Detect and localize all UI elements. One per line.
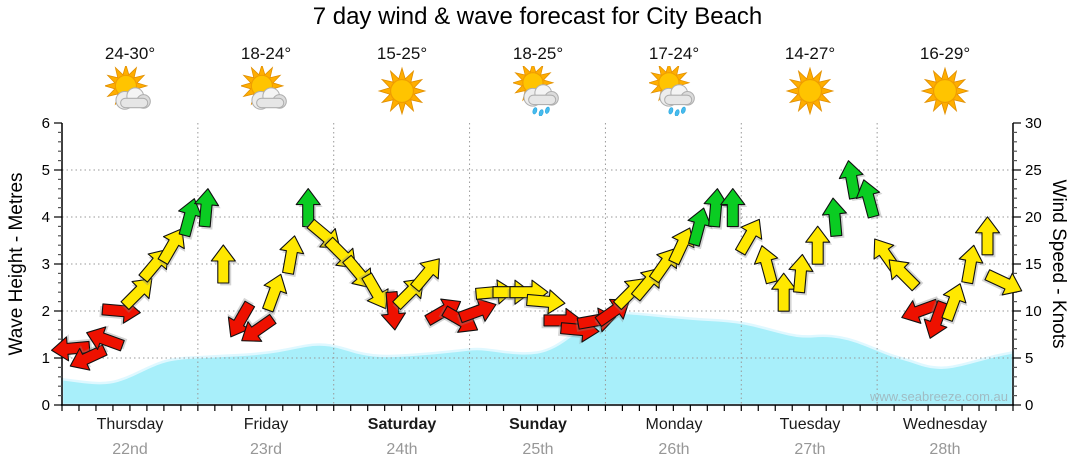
wind-arrow: [194, 188, 221, 230]
day-column-friday: 18-24°: [196, 44, 336, 121]
svg-text:1: 1: [42, 350, 50, 367]
svg-text:5: 5: [42, 162, 50, 179]
wave-height-area: [60, 311, 1015, 407]
svg-text:0: 0: [1025, 397, 1033, 414]
day-label: Saturday: [367, 416, 437, 433]
wind-arrow: [456, 298, 497, 326]
wind-arrow: [805, 225, 833, 267]
wind-arrow: [753, 245, 781, 286]
temp-range: 17-24°: [648, 44, 700, 63]
svg-text:6: 6: [42, 115, 50, 132]
wind-arrow: [855, 179, 883, 220]
wind-arrow: [262, 273, 289, 316]
wind-arrow: [974, 216, 1002, 258]
wind-arrow: [51, 334, 93, 362]
wind-arrow: [241, 311, 277, 342]
svg-text:5: 5: [1025, 350, 1033, 367]
wind-arrow: [358, 272, 389, 310]
wind-arrow: [734, 218, 763, 259]
wind-arrow: [888, 259, 924, 292]
day-label: Tuesday: [779, 416, 841, 433]
svg-text:15: 15: [1025, 256, 1042, 273]
temp-range: 18-25°: [512, 44, 564, 63]
day-date: 26th: [658, 441, 690, 458]
day-label: Sunday: [509, 416, 567, 433]
wind-arrow: [120, 278, 153, 313]
wind-arrow: [981, 269, 1023, 297]
chart-title: 7 day wind & wave forecast for City Beac…: [312, 3, 763, 30]
tick-labels: 0 1 2 3 4 5 6 0 5 10 15 20 25 30: [42, 115, 1042, 414]
wind-arrow: [788, 253, 816, 296]
day-label: Wednesday: [902, 416, 988, 433]
svg-text:3: 3: [42, 256, 50, 273]
day-label: Friday: [243, 416, 289, 433]
svg-text:0: 0: [42, 397, 50, 414]
svg-text:10: 10: [1025, 303, 1042, 320]
wind-arrow: [86, 325, 128, 352]
day-date: 24th: [386, 441, 418, 458]
wind-arrows: [51, 160, 1023, 371]
svg-text:20: 20: [1025, 209, 1042, 226]
wind-arrow: [720, 188, 748, 229]
wind-arrow: [279, 235, 306, 278]
day-column-saturday: 15-25°: [332, 44, 472, 121]
wind-arrow: [210, 244, 238, 286]
svg-text:2: 2: [42, 303, 50, 320]
wind-arrow: [410, 258, 440, 295]
day-column-wednesday: 16-29°: [875, 44, 1015, 121]
day-column-tuesday: 14-27°: [740, 44, 880, 121]
day-date: 27th: [794, 441, 826, 458]
day-date: 28th: [929, 441, 961, 458]
temp-range: 24-30°: [104, 44, 156, 63]
day-column-monday: 17-24°: [604, 44, 744, 121]
temp-range: 16-29°: [919, 44, 971, 63]
day-date: 25th: [522, 441, 554, 458]
wind-arrow: [69, 341, 109, 371]
svg-text:4: 4: [42, 209, 50, 226]
day-column-thursday: 24-30°: [60, 44, 200, 121]
day-label: Thursday: [96, 416, 164, 433]
svg-text:30: 30: [1025, 115, 1042, 132]
temp-range: 18-24°: [240, 44, 292, 63]
wind-arrow: [378, 289, 406, 331]
wind-arrow: [958, 244, 985, 287]
wind-arrow: [941, 283, 968, 325]
svg-text:25: 25: [1025, 162, 1042, 179]
day-date: 23rd: [249, 441, 283, 458]
wind-arrow: [523, 289, 566, 316]
temp-range: 14-27°: [784, 44, 836, 63]
day-column-sunday: 18-25°: [468, 44, 608, 121]
watermark: www.seabreeze.com.au: [869, 389, 1008, 404]
temp-range: 15-25°: [376, 44, 428, 63]
wind-arrow: [821, 197, 849, 239]
wind-arrow: [922, 297, 949, 339]
axis-ticks: [54, 122, 1021, 411]
day-date: 22nd: [112, 441, 148, 458]
wind-arrow: [157, 228, 186, 268]
day-label: Monday: [645, 416, 703, 433]
